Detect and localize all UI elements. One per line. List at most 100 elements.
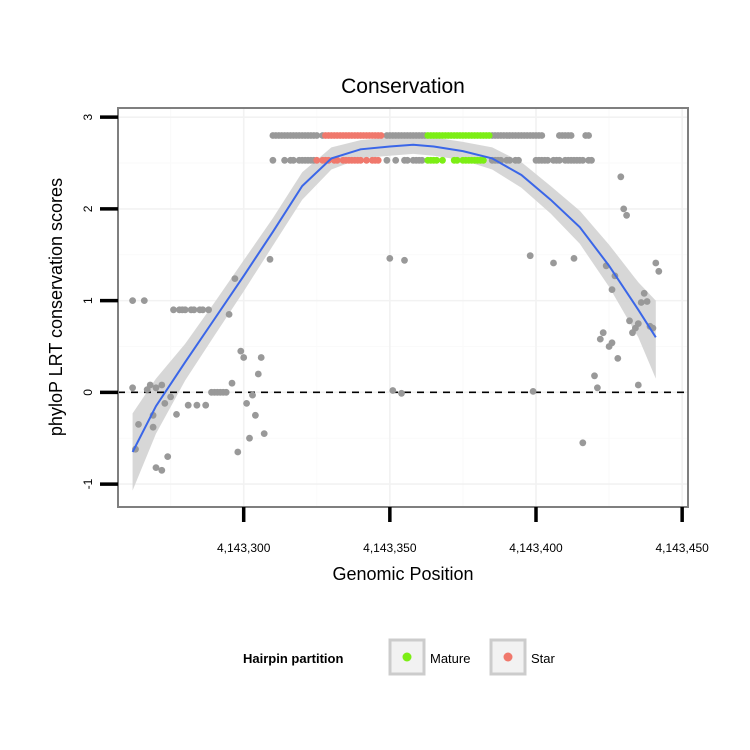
data-point-other [620,205,628,213]
data-point-other [637,299,645,306]
data-point-other [149,423,157,431]
y-axis: -1 0 1 2 3 [81,114,118,489]
data-point-other [585,132,592,139]
data-point-other [596,335,604,343]
data-point-other [240,354,248,361]
x-tick-label: 4,143,350 [363,541,417,555]
data-point-other [389,387,397,394]
data-point-mature [480,156,487,164]
data-point-other [383,156,391,164]
legend-title: Hairpin partition [243,651,343,666]
data-point-other [526,252,534,260]
data-point-other [652,259,660,267]
data-point-other [260,430,268,437]
data-point-other [181,306,189,314]
data-point-other [392,156,400,164]
data-point-other [640,289,648,297]
data-point-other [544,156,552,164]
data-point-other [205,306,213,314]
data-point-other [634,320,642,327]
data-point-other [529,388,537,395]
data-point-star [313,156,321,164]
data-point-other [158,466,166,474]
data-points [129,132,663,474]
data-point-other [243,400,251,407]
data-point-other [538,132,546,139]
data-point-other [246,434,253,442]
data-point-other [135,421,142,428]
data-point-other [634,381,642,389]
confidence-ribbon [132,135,656,491]
series-other [129,132,663,474]
data-point-other [579,439,587,447]
data-point-other [237,347,245,355]
legend-label-star: Star [531,651,556,666]
data-point-other [254,370,262,378]
data-point-other [184,401,192,409]
data-point-other [249,391,256,399]
data-point-mature [485,132,493,139]
data-point-other [231,275,239,282]
x-tick-label: 4,143,300 [217,541,271,555]
legend-label-mature: Mature [430,651,470,666]
data-point-other [290,156,297,164]
series-mature [424,132,493,164]
y-tick-label: -1 [81,478,95,489]
data-point-other [643,298,651,305]
data-point-other [269,156,277,164]
data-point-other [591,372,598,380]
x-tick-label: 4,143,450 [655,541,709,555]
data-point-other [386,255,394,262]
data-point-other [190,306,198,314]
data-point-other [515,156,522,164]
data-point-other [567,132,575,139]
data-point-other [506,156,514,164]
data-point-mature [453,156,461,164]
data-point-other [313,132,321,139]
data-point-other [608,286,616,293]
data-point-other [161,400,169,407]
y-tick-label: 3 [81,114,95,121]
data-point-star [374,156,382,164]
data-point-other [617,173,625,181]
data-point-star [363,156,370,164]
chart-title: Conservation [341,75,465,98]
data-point-other [170,306,177,314]
data-point-other [199,306,207,314]
data-point-other [193,401,201,409]
y-axis-title: phyloP LRT conservation scores [46,178,66,436]
data-point-other [234,448,242,456]
data-point-star [333,156,341,164]
data-point-other [623,211,630,219]
legend-swatch-mature [402,652,412,662]
data-point-other [146,381,154,389]
data-point-other [398,389,405,397]
data-point-star [377,132,385,139]
y-tick-label: 2 [81,205,95,212]
legend: Hairpin partition Mature Star [243,638,556,676]
plot-panel-border [117,107,689,508]
data-point-other [404,156,411,164]
data-point-other [158,381,166,389]
data-point-other [167,393,175,401]
data-point-other [594,384,601,392]
data-point-other [257,354,265,361]
data-point-other [599,329,607,337]
data-point-other [401,256,408,264]
data-point-other [225,311,233,318]
data-point-other [570,255,578,262]
data-point-other [614,355,622,362]
data-point-other [579,156,587,164]
legend-swatch-star [503,652,513,662]
y-tick-label: 0 [81,389,95,396]
data-point-other [152,464,160,471]
data-point-other [252,411,259,419]
data-point-other [129,384,137,392]
smooth-line-layer [131,143,657,453]
x-tick-label: 4,143,400 [509,541,563,555]
x-axis-title: Genomic Position [332,564,473,584]
data-point-other [626,317,633,325]
data-point-other [655,267,663,275]
data-point-other [588,156,595,164]
